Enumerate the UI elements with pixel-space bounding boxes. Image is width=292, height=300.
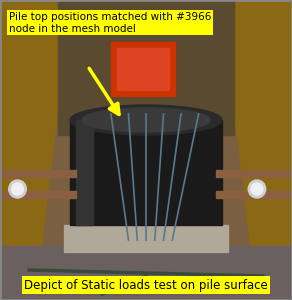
Polygon shape	[219, 0, 292, 300]
Ellipse shape	[248, 180, 266, 198]
Bar	[58, 0, 234, 135]
Text: Depict of Static loads test on pile surface: Depict of Static loads test on pile surf…	[24, 278, 268, 292]
Bar	[76, 120, 93, 225]
Bar	[70, 120, 222, 225]
Ellipse shape	[82, 108, 210, 132]
Bar	[0, 246, 292, 300]
Ellipse shape	[12, 183, 23, 195]
Ellipse shape	[70, 105, 222, 135]
Bar	[117, 48, 169, 90]
Ellipse shape	[251, 183, 263, 195]
Text: Pile top positions matched with #3966
node in the mesh model: Pile top positions matched with #3966 no…	[9, 12, 211, 34]
Bar	[111, 42, 175, 96]
Bar	[216, 169, 292, 177]
Ellipse shape	[9, 180, 26, 198]
Bar	[216, 190, 292, 198]
Bar	[0, 169, 76, 177]
Bar	[0, 190, 76, 198]
Bar	[64, 225, 228, 252]
Ellipse shape	[66, 216, 226, 252]
Polygon shape	[0, 0, 73, 300]
